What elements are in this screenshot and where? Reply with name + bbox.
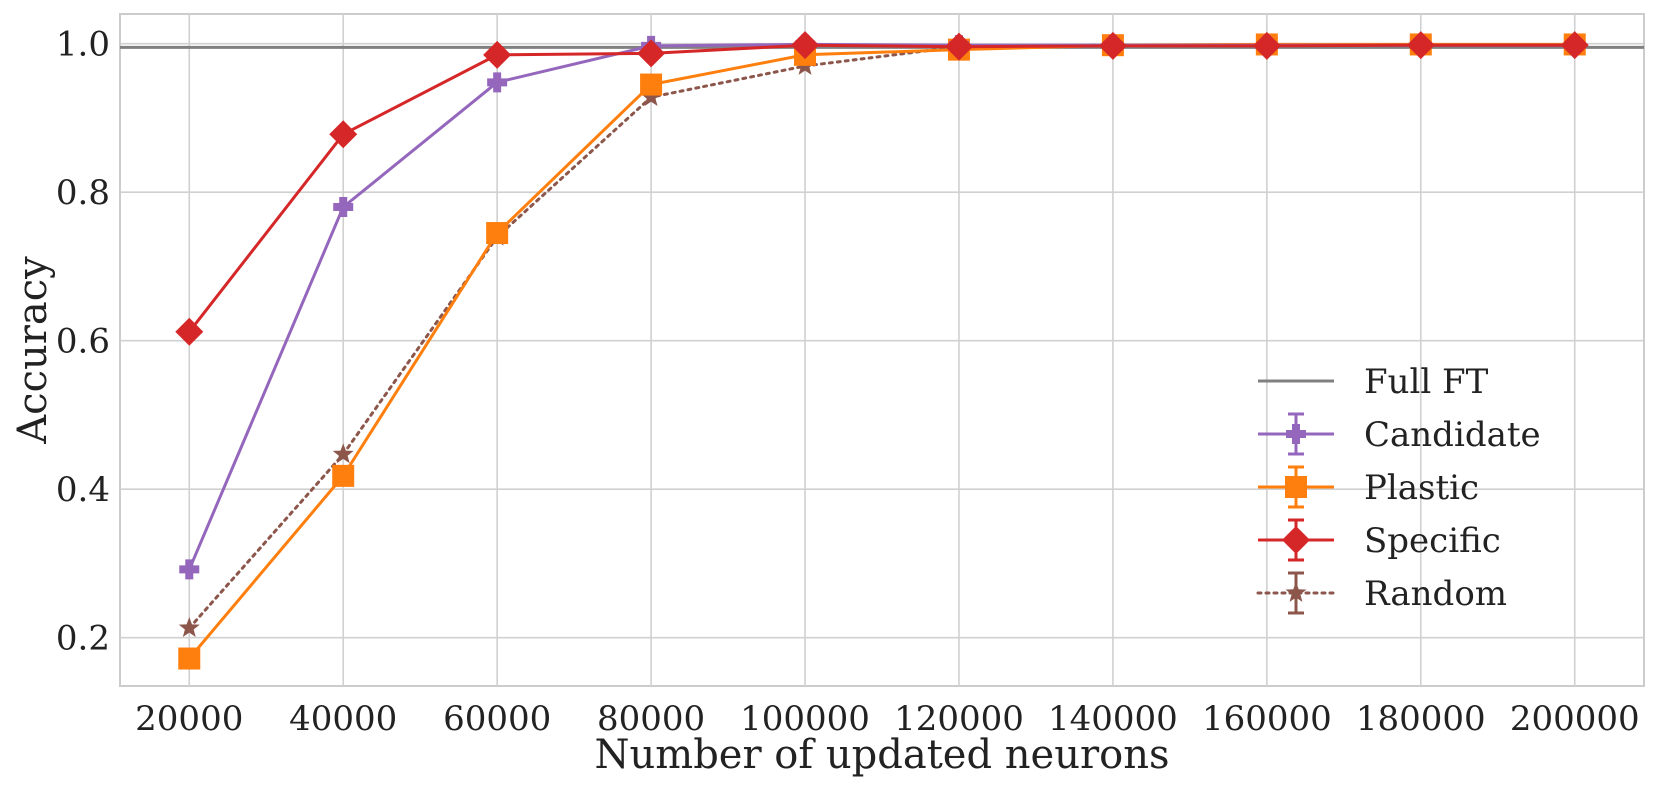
legend-item-specific: Specific: [1258, 518, 1501, 562]
data-point-specific: [1560, 31, 1589, 60]
legend-marker-specific: [1282, 526, 1310, 554]
data-point-random: [332, 443, 354, 464]
data-point-plastic: [486, 222, 509, 245]
data-point-candidate: [333, 197, 354, 218]
legend-item-candidate: Candidate: [1258, 412, 1541, 456]
data-point-specific: [329, 120, 358, 149]
data-point-specific: [1098, 31, 1127, 60]
plot-area: [119, 13, 1645, 687]
y-tick-label: 1.0: [56, 25, 110, 65]
y-tick-label: 0.2: [56, 619, 110, 659]
y-tick-label: 0.6: [56, 322, 110, 362]
data-point-plastic: [640, 73, 663, 96]
x-tick-label: 120000: [894, 699, 1024, 739]
data-point-plastic: [178, 647, 201, 670]
legend-marker-candidate: [1286, 424, 1306, 444]
y-tick-labels: 0.2 0.4 0.6 0.8 1.0: [56, 25, 110, 659]
series-layer: [175, 31, 1589, 670]
legend-item-random: Random: [1256, 571, 1507, 615]
data-point-specific: [1252, 31, 1281, 60]
data-point-random: [178, 617, 200, 637]
legend-label-random: Random: [1364, 574, 1507, 614]
x-tick-label: 160000: [1202, 699, 1332, 739]
x-tick-label: 40000: [289, 699, 397, 739]
x-tick-label: 180000: [1356, 699, 1486, 739]
data-point-specific: [1406, 31, 1435, 60]
x-tick-label: 100000: [740, 699, 870, 739]
data-point-candidate: [487, 72, 508, 93]
data-point-specific: [637, 39, 666, 68]
data-point-candidate: [179, 559, 200, 580]
legend-marker-random: [1285, 582, 1307, 602]
y-axis-label: Accuracy: [10, 256, 56, 445]
x-tick-label: 20000: [135, 699, 243, 739]
legend-label-full-ft: Full FT: [1364, 362, 1489, 402]
data-point-specific: [791, 31, 820, 60]
y-tick-label: 0.8: [56, 173, 110, 213]
legend-label-plastic: Plastic: [1364, 468, 1479, 508]
x-tick-label: 80000: [597, 699, 705, 739]
legend-item-plastic: Plastic: [1258, 465, 1479, 509]
legend-label-candidate: Candidate: [1364, 415, 1541, 455]
series-specific: [175, 31, 1589, 346]
legend-marker-plastic: [1285, 476, 1307, 498]
x-tick-label: 200000: [1510, 699, 1640, 739]
series-line-specific: [188, 43, 1575, 333]
x-tick-labels: 20000 40000 60000 80000 100000 120000 140000 16…: [135, 699, 1639, 739]
data-point-specific: [944, 32, 973, 61]
legend: Full FT Candidate Plastic Specific Random: [1256, 362, 1541, 615]
x-axis-label: Number of updated neurons: [595, 732, 1170, 778]
data-point-specific: [175, 317, 204, 346]
data-point-random: [640, 86, 662, 107]
x-tick-label: 140000: [1048, 699, 1178, 739]
y-tick-label: 0.4: [56, 470, 110, 510]
data-point-specific: [483, 40, 512, 69]
legend-item-full-ft: Full FT: [1258, 362, 1489, 402]
legend-label-specific: Specific: [1364, 521, 1501, 561]
x-tick-label: 60000: [443, 699, 551, 739]
data-point-plastic: [332, 464, 355, 487]
